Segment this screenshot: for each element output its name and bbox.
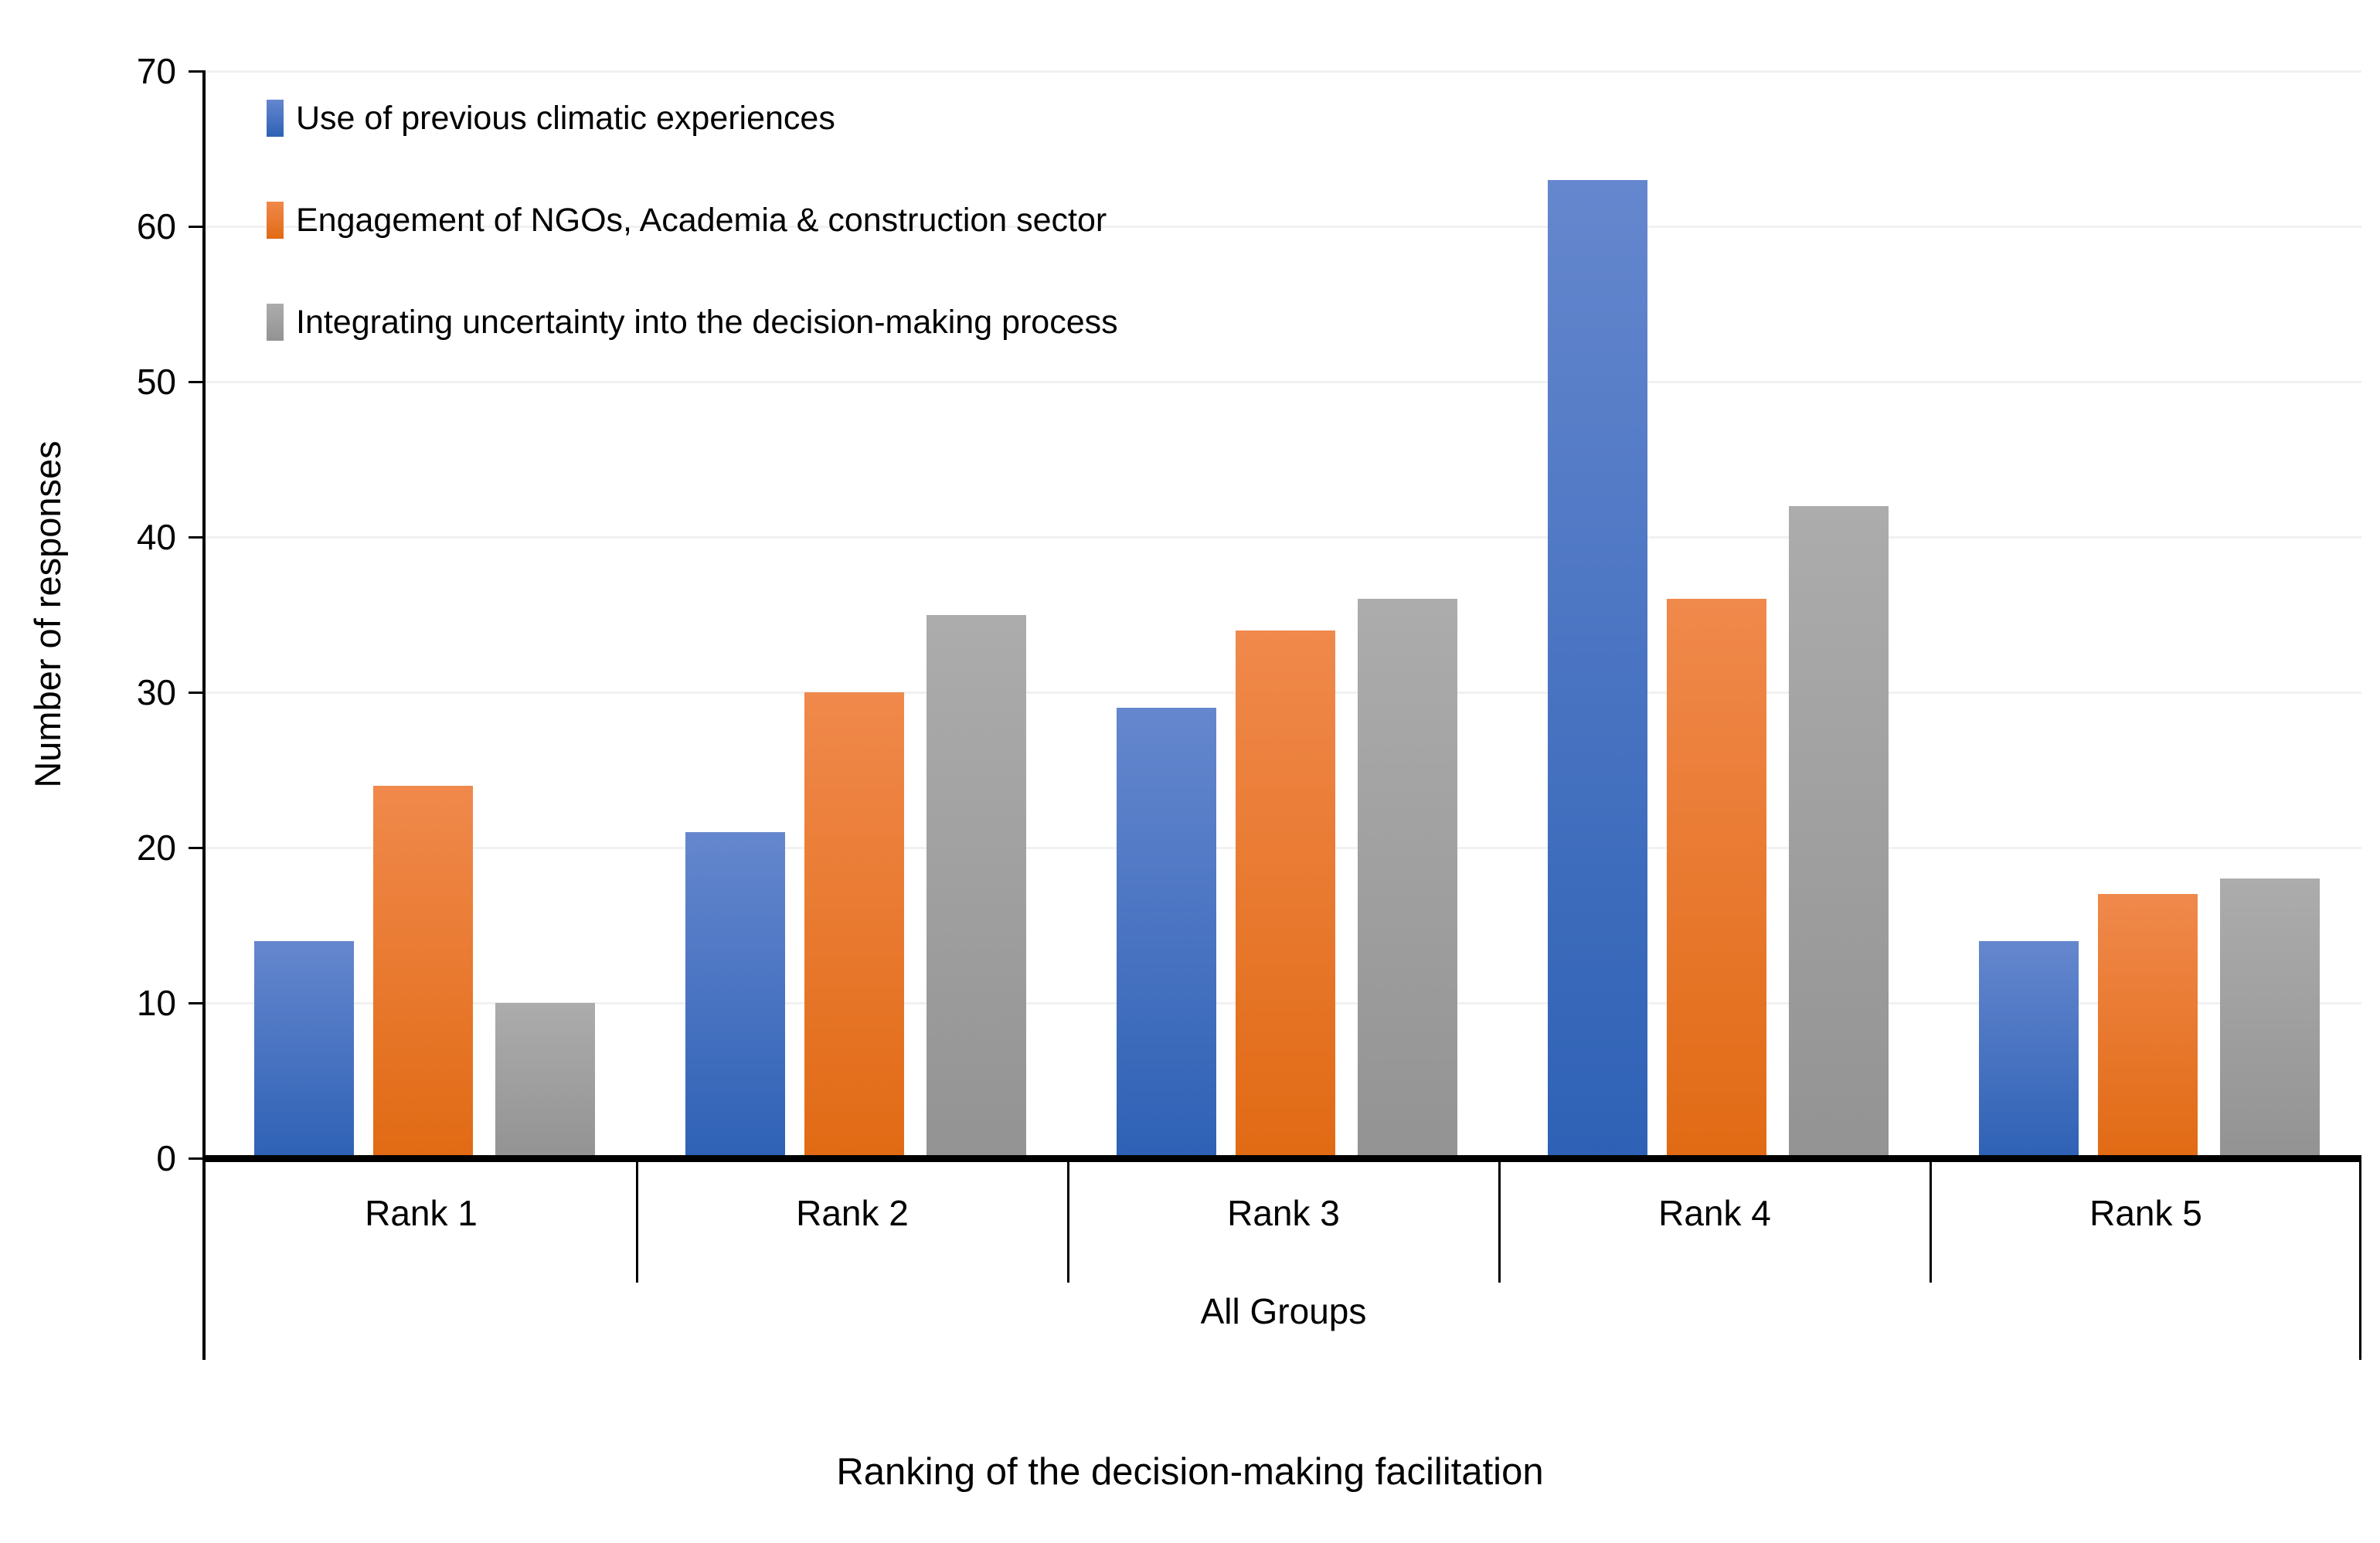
y-axis-tick <box>189 536 206 539</box>
bar-s2-c4 <box>1667 599 1766 1158</box>
y-axis-tick <box>189 692 206 694</box>
gridline <box>206 536 2361 539</box>
legend-swatch-gray-icon <box>267 304 284 341</box>
category-divider <box>1930 1162 1932 1283</box>
chart-title: Ranking of the decision-making facilitat… <box>836 1451 1544 1493</box>
bar-s1-c2 <box>685 831 785 1158</box>
category-label: Rank 1 <box>365 1193 478 1233</box>
y-tick-label: 20 <box>136 828 176 868</box>
y-tick-label: 10 <box>136 983 176 1023</box>
bar-s1-c5 <box>1979 940 2079 1158</box>
legend-label: Engagement of NGOs, Academia & construct… <box>296 202 1107 239</box>
bar-s3-c4 <box>1789 505 1889 1158</box>
category-divider <box>636 1162 638 1283</box>
bar-s1-c3 <box>1117 708 1216 1158</box>
gridline <box>206 381 2361 383</box>
bar-s2-c5 <box>2098 894 2198 1158</box>
bar-s1-c4 <box>1548 179 1647 1158</box>
bar-s3-c1 <box>495 1003 595 1158</box>
gridline <box>206 70 2361 73</box>
bar-s1-c1 <box>254 940 354 1158</box>
legend-item: Engagement of NGOs, Academia & construct… <box>267 201 1107 240</box>
y-tick-label: 60 <box>136 206 176 246</box>
bar-s3-c3 <box>1358 599 1457 1158</box>
y-tick-label: 30 <box>136 672 176 712</box>
y-axis-line <box>202 71 206 1360</box>
y-axis-tick <box>189 70 206 73</box>
y-tick-label: 70 <box>136 51 176 91</box>
y-axis-tick <box>189 1002 206 1004</box>
bar-s3-c2 <box>926 614 1026 1158</box>
y-axis-tick <box>189 226 206 228</box>
y-axis-title: Number of responses <box>27 440 68 788</box>
category-divider <box>1498 1162 1501 1283</box>
bar-s2-c2 <box>804 692 904 1158</box>
y-tick-label: 0 <box>156 1138 176 1178</box>
group-axis-label: All Groups <box>1200 1291 1367 1331</box>
y-tick-label: 50 <box>136 362 176 402</box>
category-divider <box>1067 1162 1069 1283</box>
y-axis-tick <box>189 1157 206 1160</box>
legend-item: Use of previous climatic experiences <box>267 99 835 138</box>
category-label: Rank 2 <box>796 1193 909 1233</box>
category-table-right-boundary <box>2359 1162 2361 1360</box>
gridline <box>206 226 2361 228</box>
bar-s2-c1 <box>373 785 473 1158</box>
category-label: Rank 5 <box>2089 1193 2202 1233</box>
bar-s3-c5 <box>2220 879 2320 1158</box>
legend-swatch-orange-icon <box>267 202 284 239</box>
y-axis-tick <box>189 847 206 849</box>
legend-item: Integrating uncertainty into the decisio… <box>267 303 1118 342</box>
legend-label: Integrating uncertainty into the decisio… <box>296 304 1118 341</box>
category-label: Rank 4 <box>1658 1193 1771 1233</box>
x-axis-line <box>202 1155 2361 1162</box>
legend-swatch-blue-icon <box>267 100 284 137</box>
y-tick-label: 40 <box>136 517 176 557</box>
category-label: Rank 3 <box>1227 1193 1340 1233</box>
y-axis-tick <box>189 381 206 383</box>
legend-label: Use of previous climatic experiences <box>296 100 835 137</box>
bar-s2-c3 <box>1236 630 1335 1158</box>
